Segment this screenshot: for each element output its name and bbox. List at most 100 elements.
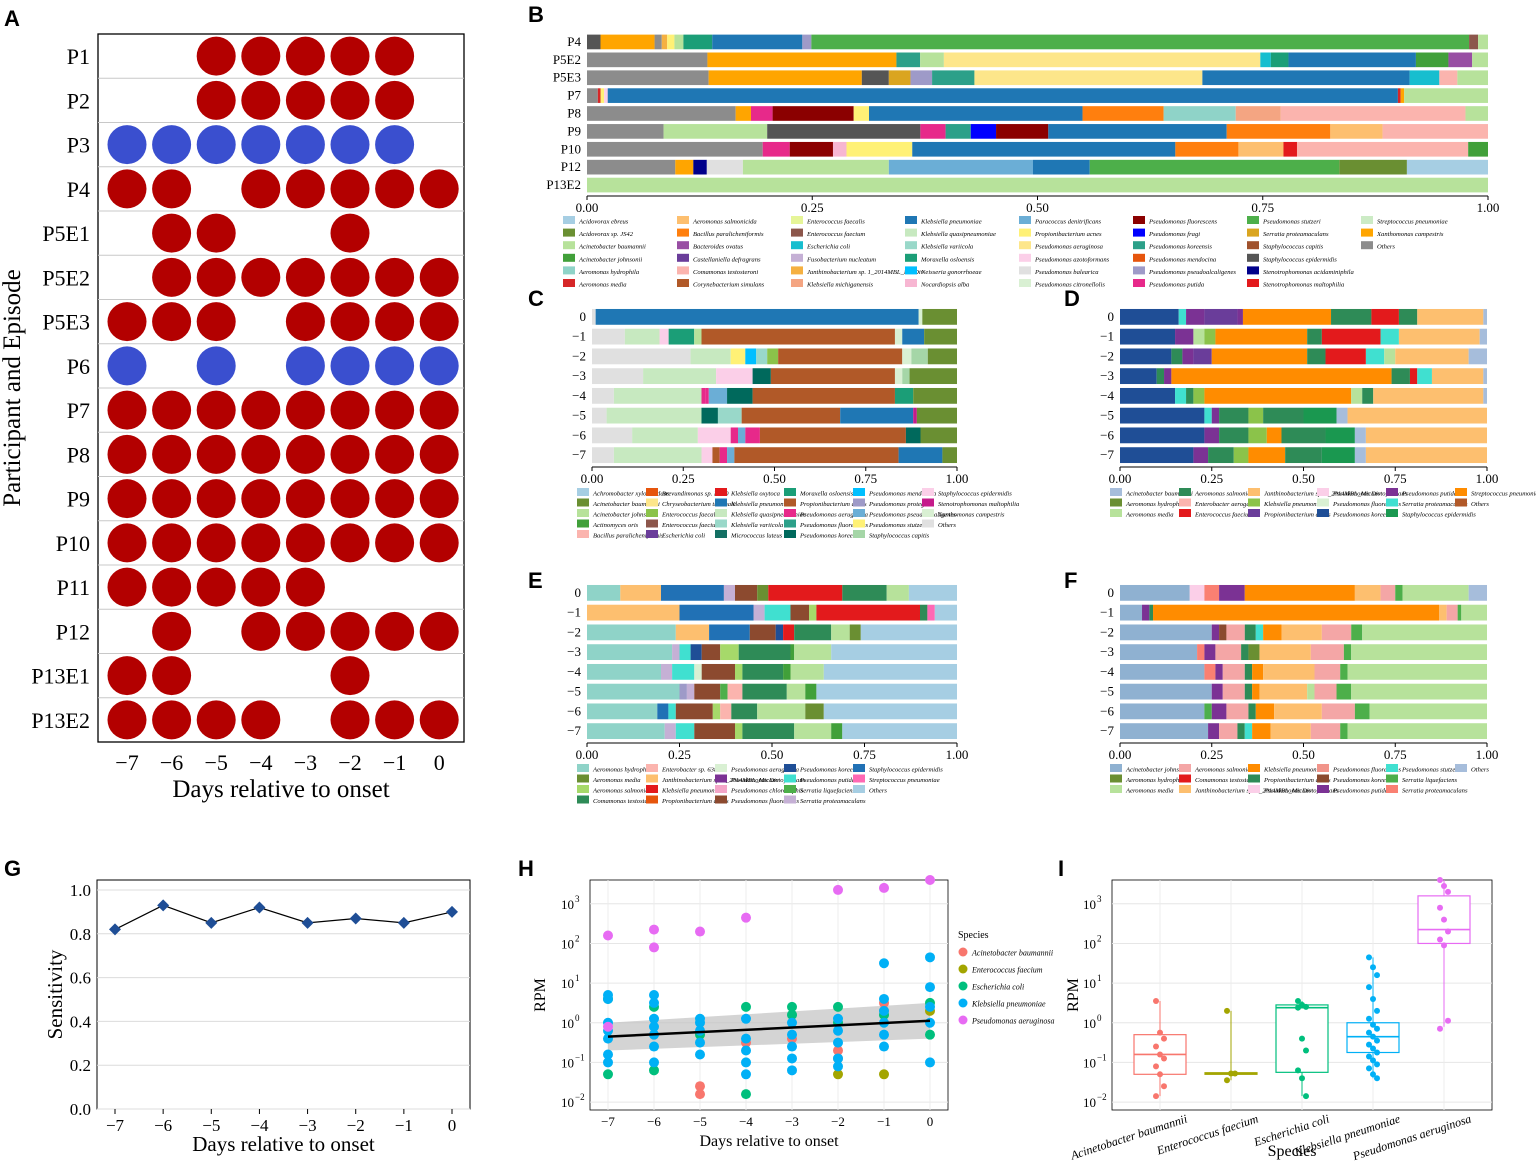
panel-h-point — [649, 1057, 659, 1068]
panel-h-point — [787, 1001, 797, 1012]
panel-e-bar-segment — [768, 584, 843, 601]
panel-i-ylabel: RPM — [1065, 978, 1082, 1012]
panel-c-legend-swatch — [715, 519, 727, 528]
panel-b-bar-segment — [587, 34, 601, 50]
panel-d-legend-swatch — [1110, 498, 1122, 507]
panel-b-legend-swatch — [677, 241, 689, 250]
panel-d-bar-segment — [1325, 348, 1366, 365]
panel-b-legend-swatch — [1247, 228, 1259, 237]
panel-a-dot — [152, 523, 192, 563]
panel-b-bar-segment — [1260, 52, 1271, 68]
panel-b-legend-swatch — [1019, 228, 1031, 237]
panel-d-bar-segment — [1431, 368, 1484, 385]
panel-f-bar-segment — [1237, 723, 1245, 740]
panel-h-point — [879, 1069, 889, 1080]
panel-b-legend-entry: Castellaniella defragrans — [693, 256, 761, 263]
panel-d-legend-entry: Propionibacterium acnes — [1263, 512, 1331, 519]
panel-d-bar-segment — [1211, 348, 1308, 365]
panel-i-xtick: Acinetobacter baumannii — [1068, 1112, 1189, 1162]
panel-b-bar-segment — [772, 106, 854, 121]
panel-e-legend-entry: Pseudomonas koreensis — [799, 767, 863, 774]
panel-b-bar-segment — [1468, 141, 1488, 157]
panel-b-legend-entry: Staphylococcus epidermidis — [1263, 256, 1337, 263]
panel-f-legend-entry: Serratia proteamaculans — [1402, 788, 1468, 795]
panel-h-point — [695, 1089, 705, 1100]
panel-h-point — [695, 1037, 705, 1048]
panel-f-bar-segment — [1211, 683, 1223, 700]
panel-b-category: P13E2 — [546, 177, 581, 192]
panel-e-bar-segment — [775, 624, 784, 641]
panel-b-bar-segment — [888, 70, 911, 86]
panel-a-dot — [285, 434, 325, 474]
panel-g-xtick: 0 — [448, 1116, 457, 1135]
panel-d-bar-segment — [1171, 348, 1183, 365]
panel-d-bar-segment — [1347, 407, 1487, 424]
panel-b-bar-segment — [1238, 141, 1284, 157]
panel-f-legend-entry: Serratia liquefaciens — [1402, 777, 1458, 784]
panel-d-bar-segment — [1395, 348, 1469, 365]
panel-i-point — [1161, 1035, 1167, 1042]
panel-e-bar-segment — [790, 604, 809, 621]
panel-b-legend-swatch — [1133, 253, 1145, 262]
panel-g-point — [397, 916, 410, 929]
panel-b-legend-swatch — [1019, 266, 1031, 275]
panel-h-ytick: 10 — [561, 936, 574, 951]
panel-c-legend-swatch — [922, 498, 934, 507]
panel-f-bar-segment — [1354, 703, 1370, 720]
panel-h-legend-entry: Enterococcus faecium — [971, 966, 1043, 975]
panel-e-bar-segment — [805, 683, 817, 700]
panel-b-legend-swatch — [1019, 216, 1031, 224]
panel-b-bar-segment — [1469, 34, 1479, 50]
panel-f-bar-segment — [1226, 624, 1245, 641]
panel-d-xtick: 0.00 — [1109, 471, 1132, 486]
panel-b-category: P9 — [567, 123, 581, 138]
panel-c-legend-entry: Micrococcus luteus — [730, 533, 783, 540]
panel-e-bar-segment — [753, 604, 765, 621]
panel-a-dot — [330, 434, 370, 474]
panel-f-bar-segment — [1362, 624, 1487, 641]
panel-a-row-label: P1 — [67, 44, 90, 69]
panel-i-point — [1303, 1003, 1309, 1010]
panel-c-legend-swatch — [577, 509, 589, 517]
panel-c-bar-segment — [911, 348, 928, 365]
panel-i-point — [1366, 954, 1372, 961]
panel-c-legend-swatch — [577, 498, 589, 507]
panel-b-bar-segment — [1406, 159, 1488, 175]
panel-a-row-label: P3 — [67, 133, 90, 158]
panel-c-legend-entry: Pseudomonas protegens — [868, 501, 933, 508]
panel-b-bar-segment — [1465, 106, 1488, 121]
panel-c: 0 −1 −2 −3 −4 −5 −6 −7 0.00 0.25 0.50 0.75 1.00 Achro… — [572, 309, 1020, 540]
panel-a-dot — [152, 611, 192, 651]
panel-f-legend-swatch — [1179, 774, 1191, 783]
panel-e-legend-entry: Pseudomonas fluorescens — [730, 798, 799, 805]
panel-d-xtick: 0.75 — [1384, 471, 1407, 486]
panel-b-legend-entry: Enterococcus faecium — [806, 231, 865, 238]
panel-e-category: −1 — [567, 605, 581, 620]
panel-b-bar-segment — [587, 141, 763, 157]
panel-a-dot — [419, 479, 459, 519]
panel-b-legend-swatch — [905, 241, 917, 250]
panel-a-xtick: −6 — [160, 750, 183, 775]
panel-c-legend-entry: Enterococcus faecium — [661, 522, 720, 529]
panel-f-bar-segment — [1226, 703, 1249, 720]
panel-i-point — [1161, 1083, 1167, 1090]
panel-g-xtick: −7 — [106, 1116, 125, 1135]
panel-e-bar-segment — [664, 723, 676, 740]
panel-f-bar-segment — [1215, 644, 1242, 661]
panel-h-xtick: −4 — [739, 1114, 753, 1129]
panel-b-bar-segment — [750, 106, 773, 121]
panel-h-point — [787, 1053, 797, 1064]
panel-a: P1 P2 P3 P4 P5E1 P5E2 P5E3 P6 P7 P8 P9 P10 P11 P12 P13… — [0, 33, 465, 803]
panel-c-legend-swatch — [784, 530, 796, 538]
panel-e-bar-segment — [934, 604, 957, 621]
panel-c-legend-entry: Moraxella osloensis — [799, 491, 854, 498]
panel-c-legend-swatch — [853, 498, 865, 507]
panel-a-dot — [196, 390, 236, 430]
panel-d-bar-segment — [1175, 387, 1187, 404]
panel-f-bar-segment — [1354, 584, 1381, 601]
panel-f-bar-segment — [1281, 624, 1322, 641]
panel-f-legend-entry: Pseudomonas koreensis — [1332, 777, 1396, 784]
panel-a-dot — [330, 80, 370, 120]
panel-f-legend-swatch — [1386, 764, 1398, 772]
